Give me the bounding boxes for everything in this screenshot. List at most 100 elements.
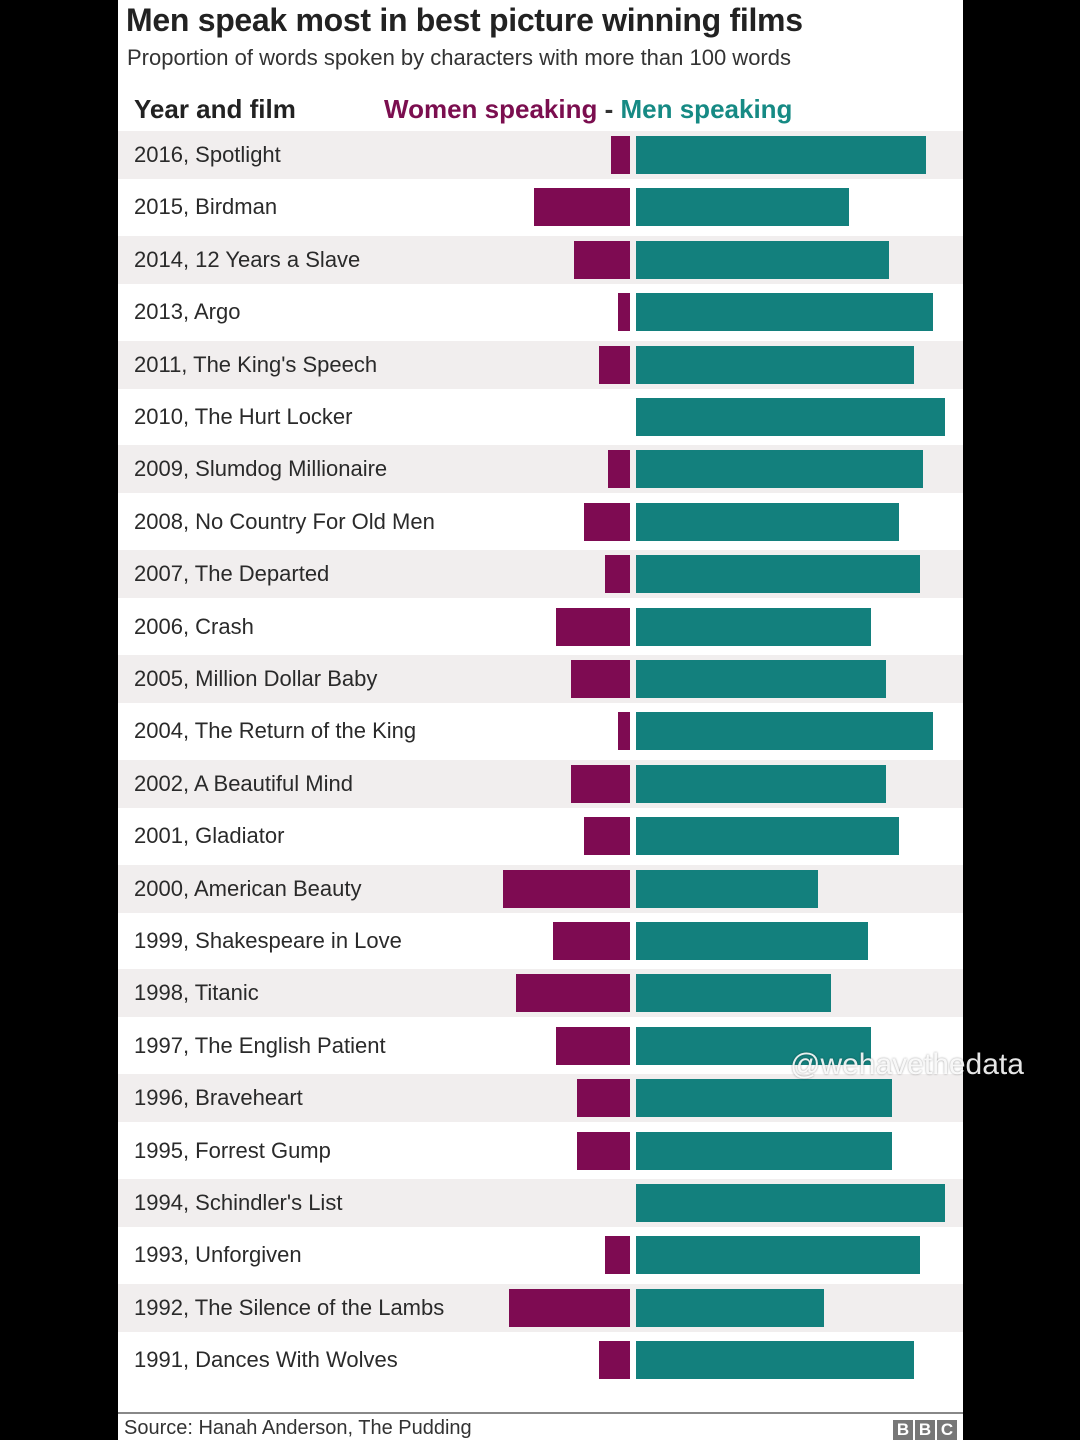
men-bar bbox=[636, 764, 887, 803]
tiktok-watermark: @wehavethedata bbox=[790, 1048, 1024, 1081]
chart-subtitle: Proportion of words spoken by characters… bbox=[127, 45, 791, 70]
category-label: 2009, Slumdog Millionaire bbox=[134, 456, 388, 482]
chart-card: 2016, Spotlight 2015, Birdman 2014, 12 Yea… bbox=[118, 0, 963, 1440]
women-bar bbox=[577, 1131, 630, 1170]
category-label: 1998, Titanic bbox=[134, 980, 259, 1006]
chart-row: 1995, Forrest Gump bbox=[118, 1127, 963, 1175]
men-bar bbox=[636, 869, 819, 908]
chart-row: 1996, Braveheart bbox=[118, 1074, 963, 1123]
category-label: 1995, Forrest Gump bbox=[134, 1137, 331, 1163]
men-bar bbox=[636, 450, 924, 489]
women-bar bbox=[515, 974, 630, 1013]
men-bar bbox=[636, 1341, 915, 1380]
chart-row: 2016, Spotlight bbox=[118, 131, 963, 179]
chart-row: 2006, Crash bbox=[118, 603, 963, 651]
chart-row: 1991, Dances With Wolves bbox=[118, 1336, 963, 1384]
category-label: 2008, No Country For Old Men bbox=[134, 508, 435, 534]
men-bar bbox=[636, 922, 868, 960]
men-bar bbox=[636, 1184, 945, 1222]
chart-row: 2002, A Beautiful Mind bbox=[118, 759, 963, 808]
women-bar bbox=[611, 136, 630, 174]
legend: Women speaking - Men speaking bbox=[384, 94, 792, 125]
category-label: 2013, Argo bbox=[134, 299, 241, 325]
men-bar bbox=[636, 660, 887, 698]
women-bar bbox=[577, 1079, 630, 1118]
men-bar bbox=[636, 712, 933, 751]
category-label: 1991, Dances With Wolves bbox=[134, 1347, 398, 1373]
women-bar bbox=[555, 1026, 630, 1065]
men-bar bbox=[636, 817, 899, 856]
chart-row: 2011, The King's Speech bbox=[118, 340, 963, 389]
women-bar bbox=[571, 660, 630, 698]
chart-rows: 2016, Spotlight 2015, Birdman 2014, 12 Yea… bbox=[118, 0, 963, 1440]
chart-row: 2007, The Departed bbox=[118, 550, 963, 599]
men-bar bbox=[636, 502, 899, 541]
category-label: 2014, 12 Years a Slave bbox=[134, 246, 361, 272]
category-label: 2016, Spotlight bbox=[134, 142, 281, 167]
category-label: 2004, The Return of the King bbox=[134, 718, 417, 744]
column-header: Year and film bbox=[134, 94, 296, 124]
men-bar bbox=[636, 1026, 871, 1065]
women-bar bbox=[571, 764, 630, 803]
category-label: 2002, A Beautiful Mind bbox=[134, 770, 353, 796]
chart-row: 1998, Titanic bbox=[118, 969, 963, 1018]
men-bar bbox=[636, 1236, 921, 1275]
women-bar bbox=[552, 922, 630, 960]
category-label: 2006, Crash bbox=[134, 613, 254, 639]
chart-row: 2004, The Return of the King bbox=[118, 707, 963, 755]
source-note: Source: Hanah Anderson, The Pudding bbox=[124, 1417, 472, 1439]
women-bar bbox=[574, 240, 630, 279]
category-label: 2001, Gladiator bbox=[134, 823, 285, 849]
women-bar bbox=[608, 450, 630, 489]
women-bar bbox=[617, 293, 630, 332]
women-bar bbox=[605, 555, 630, 594]
chart-row: 2005, Million Dollar Baby bbox=[118, 655, 963, 703]
men-bar bbox=[636, 188, 850, 227]
women-bar bbox=[605, 1236, 630, 1275]
chart-row: 2009, Slumdog Millionaire bbox=[118, 445, 963, 494]
women-bar bbox=[599, 1341, 630, 1380]
category-label: 2011, The King's Speech bbox=[134, 351, 378, 377]
women-bar bbox=[509, 1288, 630, 1327]
footer-divider bbox=[118, 1412, 963, 1414]
category-label: 1999, Shakespeare in Love bbox=[134, 928, 402, 953]
chart-row: 2008, No Country For Old Men bbox=[118, 498, 963, 546]
category-label: 1992, The Silence of the Lambs bbox=[134, 1294, 445, 1320]
men-bar bbox=[636, 293, 933, 332]
women-bar bbox=[503, 869, 630, 908]
legend-separator: - bbox=[604, 94, 614, 124]
men-bar bbox=[636, 136, 927, 174]
men-bar bbox=[636, 555, 921, 594]
chart-row: 1994, Schindler's List bbox=[118, 1179, 963, 1227]
chart-row: 2001, Gladiator bbox=[118, 812, 963, 860]
category-label: 2015, Birdman bbox=[134, 194, 278, 220]
chart-row: 2013, Argo bbox=[118, 288, 963, 336]
chart-row: 2010, The Hurt Locker bbox=[118, 393, 963, 441]
men-bar bbox=[636, 1131, 893, 1170]
women-bar bbox=[534, 188, 630, 227]
women-bar bbox=[583, 502, 630, 541]
women-bar bbox=[599, 345, 630, 384]
chart-row: 2014, 12 Years a Slave bbox=[118, 235, 963, 284]
chart-row: 2000, American Beauty bbox=[118, 864, 963, 913]
category-label: 1997, The English Patient bbox=[134, 1032, 386, 1058]
category-label: 1994, Schindler's List bbox=[134, 1190, 343, 1215]
chart-row: 1999, Shakespeare in Love bbox=[118, 917, 963, 965]
women-bar bbox=[555, 607, 630, 646]
men-bar bbox=[636, 607, 871, 646]
men-bar bbox=[636, 1079, 893, 1118]
chart-row: 1993, Unforgiven bbox=[118, 1231, 963, 1279]
chart-row: 2015, Birdman bbox=[118, 183, 963, 231]
men-bar bbox=[636, 345, 915, 384]
category-label: 2010, The Hurt Locker bbox=[134, 404, 353, 429]
category-label: 2005, Million Dollar Baby bbox=[134, 666, 378, 691]
men-bar bbox=[636, 1288, 825, 1327]
men-bar bbox=[636, 240, 890, 279]
chart-row: 1997, The English Patient bbox=[118, 1022, 963, 1070]
women-bar bbox=[583, 817, 630, 856]
category-label: 1993, Unforgiven bbox=[134, 1242, 302, 1268]
legend-men: Men speaking bbox=[620, 94, 793, 124]
legend-women: Women speaking bbox=[384, 94, 598, 124]
category-label: 2000, American Beauty bbox=[134, 875, 362, 901]
